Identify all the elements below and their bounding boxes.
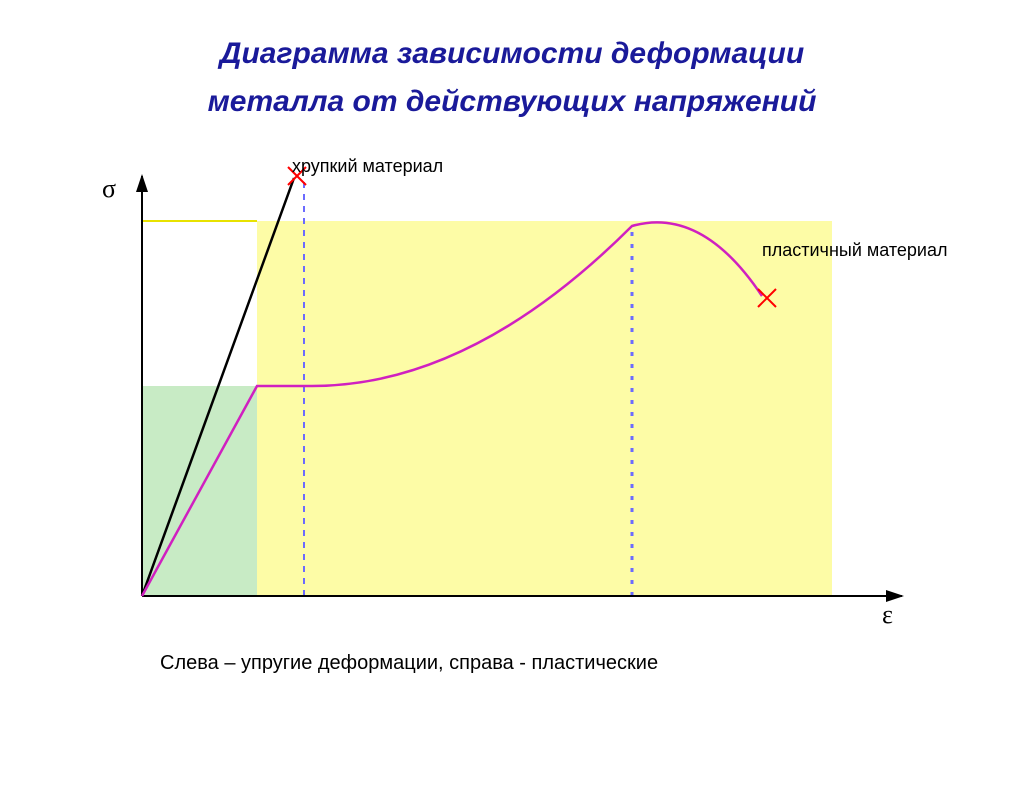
- brittle-material-label: хрупкий материал: [292, 156, 443, 177]
- page-title: Диаграмма зависимости деформации металла…: [0, 30, 1024, 126]
- chart-container: σ ε хрупкий материал пластичный материал: [62, 146, 962, 646]
- ductile-material-label: пластичный материал: [762, 240, 948, 261]
- y-axis-label: σ: [102, 174, 116, 204]
- caption: Слева – упругие деформации, справа - пла…: [160, 652, 1024, 675]
- x-axis-label: ε: [882, 600, 893, 630]
- stress-strain-chart: [62, 146, 962, 646]
- title-line1: Диаграмма зависимости деформации: [0, 30, 1024, 78]
- yellow-region: [257, 221, 832, 596]
- title-line2: металла от действующих напряжений: [0, 78, 1024, 126]
